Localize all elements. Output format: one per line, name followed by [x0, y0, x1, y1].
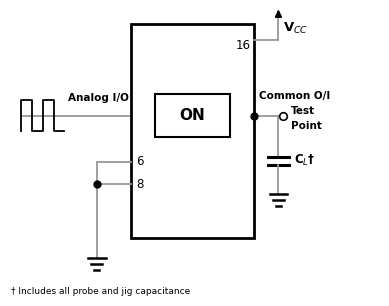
Text: ON: ON	[180, 108, 205, 123]
Text: 8: 8	[136, 178, 144, 191]
Text: Analog I/O: Analog I/O	[68, 93, 129, 103]
Text: Point: Point	[291, 121, 322, 130]
Text: 6: 6	[136, 155, 144, 168]
FancyBboxPatch shape	[155, 94, 230, 137]
Text: C$_L$†: C$_L$†	[294, 153, 315, 168]
Text: V$_{CC}$: V$_{CC}$	[283, 21, 308, 35]
Text: 16: 16	[236, 39, 251, 52]
Text: Test: Test	[291, 106, 315, 116]
Text: Common O/I: Common O/I	[259, 91, 330, 101]
Text: † Includes all probe and jig capacitance: † Includes all probe and jig capacitance	[11, 287, 191, 296]
FancyBboxPatch shape	[131, 24, 254, 238]
